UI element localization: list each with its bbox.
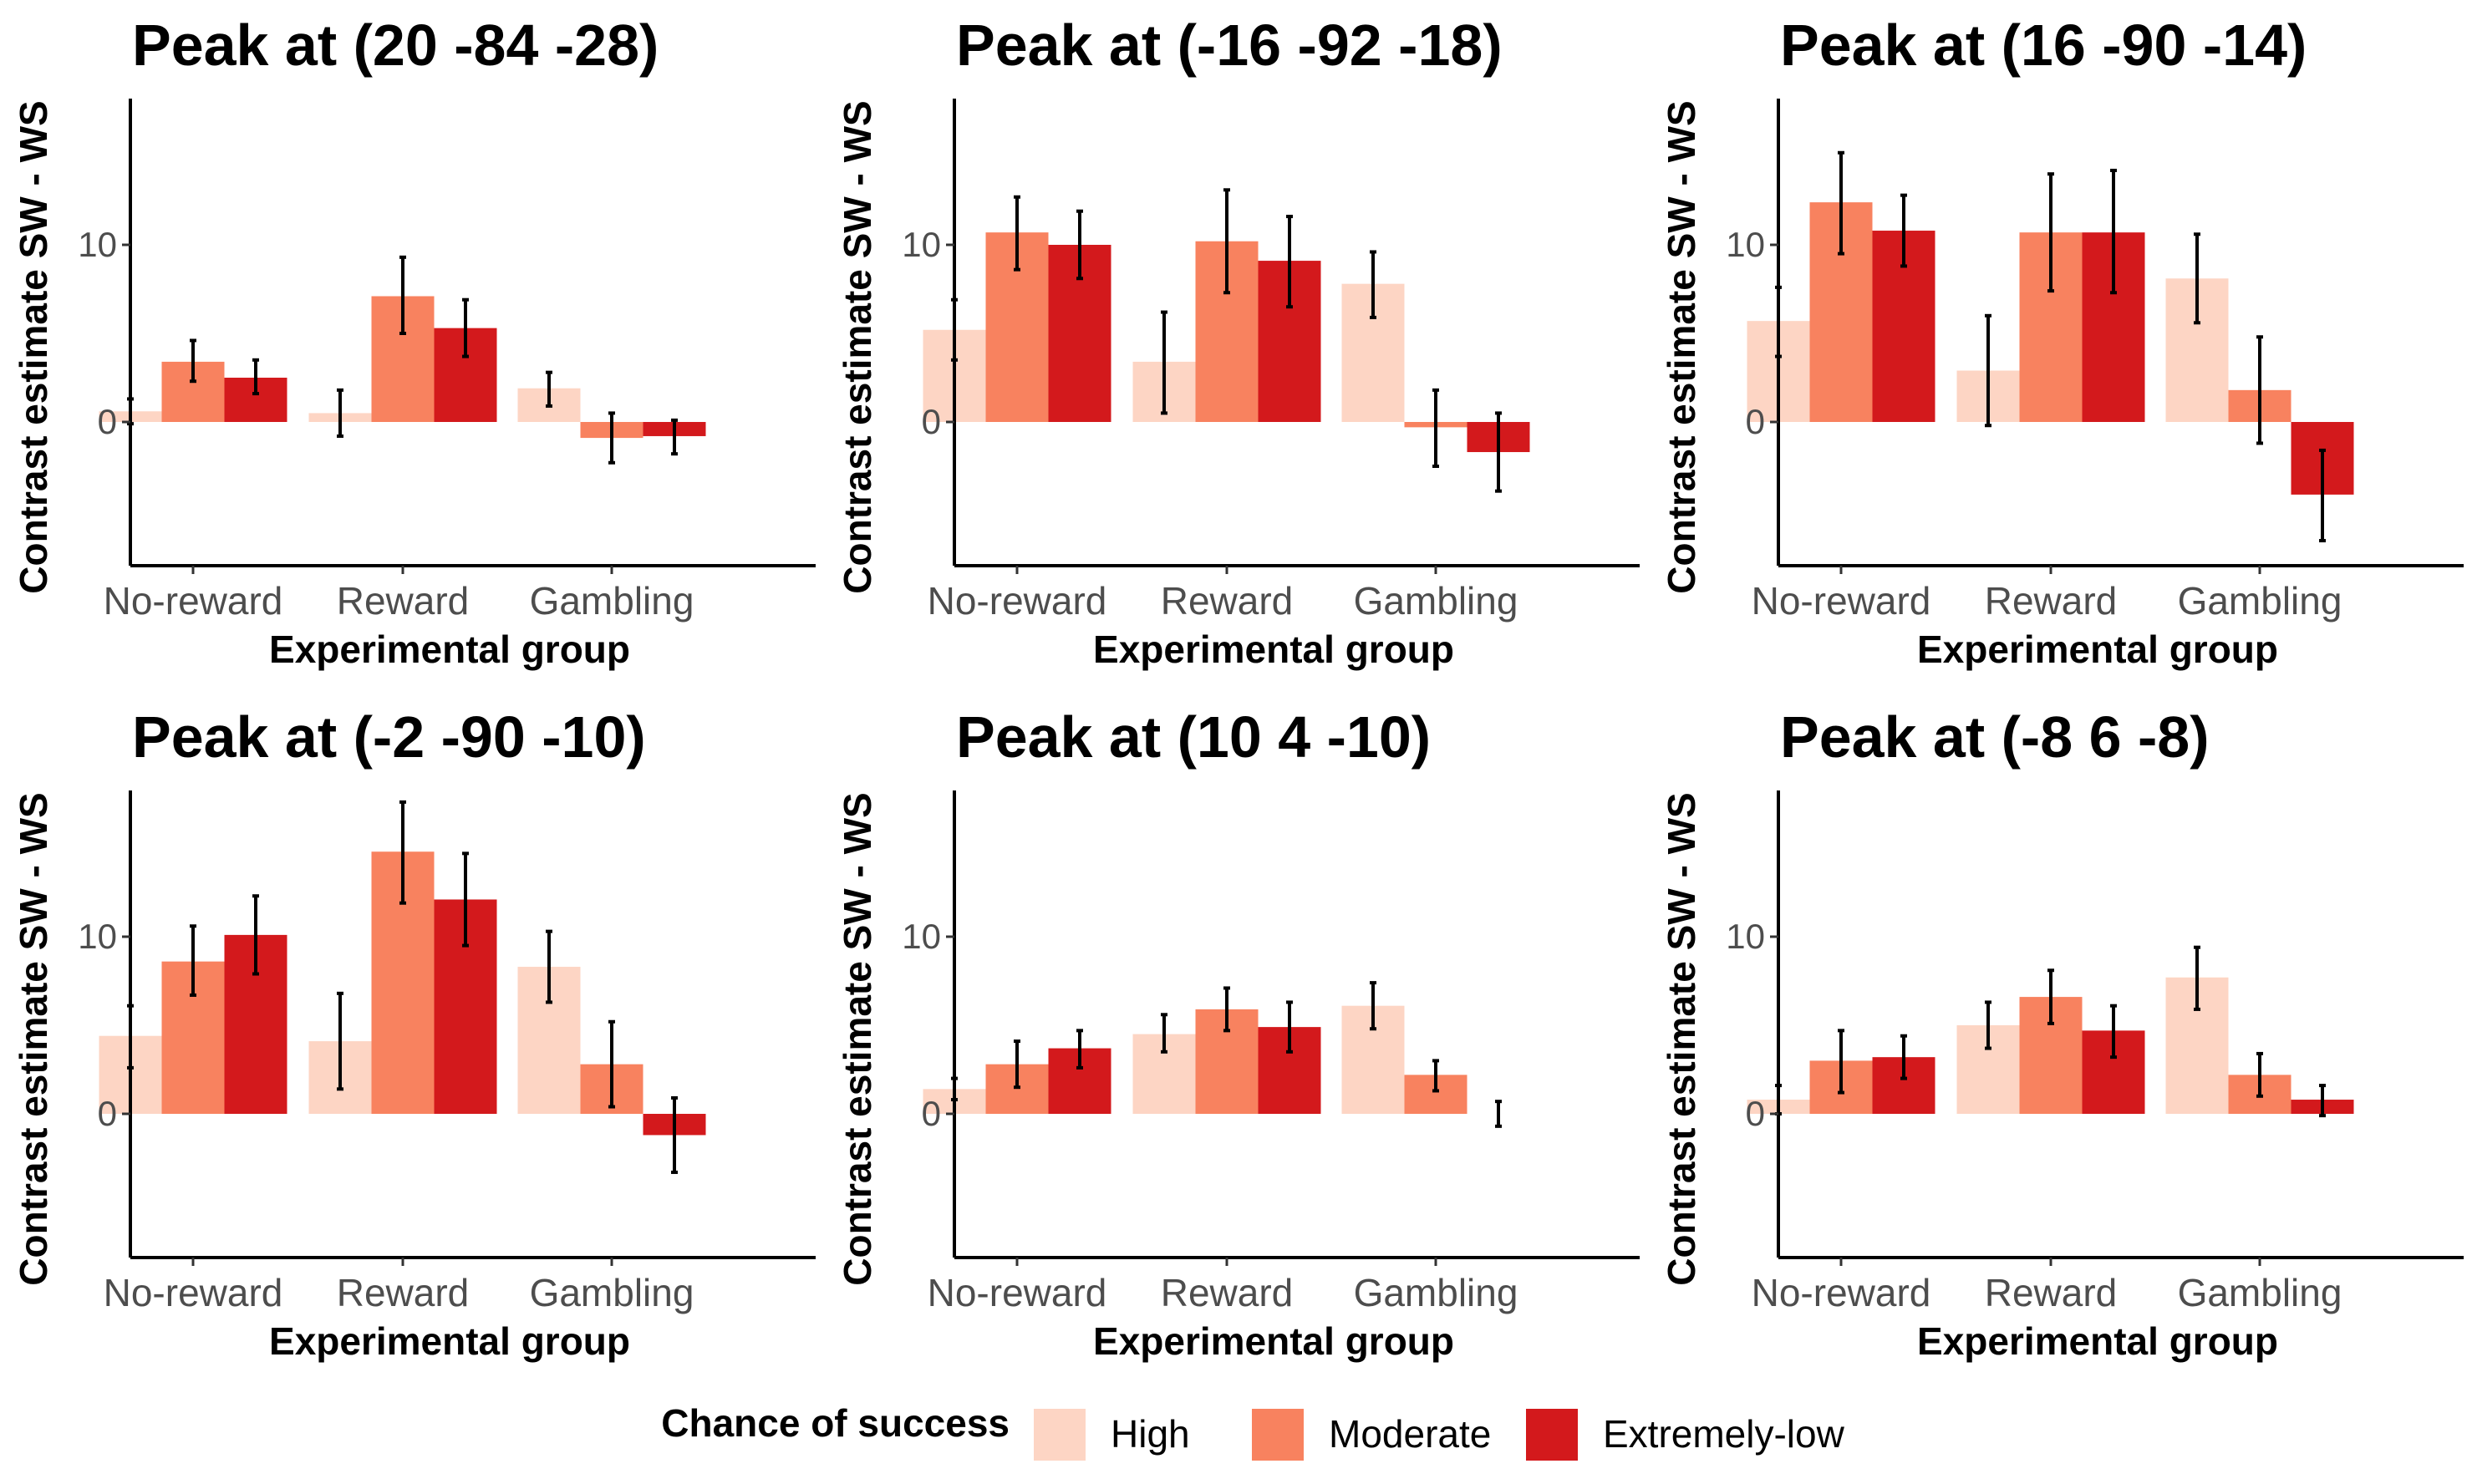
x-axis-label: Experimental group	[1917, 628, 2278, 671]
legend-key-moderate	[1252, 1409, 1304, 1461]
x-axis-label: Experimental group	[1093, 628, 1454, 671]
panel-3: Peak at (16 -90 -14) Contrast estimate SW…	[1660, 13, 2464, 671]
x-tick-label: No-reward	[928, 1271, 1107, 1314]
x-tick-label: Reward	[1985, 1271, 2118, 1314]
y-axis-label: Contrast estimate SW - WS	[1660, 100, 1703, 593]
x-tick-label: Reward	[1161, 1271, 1294, 1314]
error-bar-gambling-moderate	[1432, 390, 1439, 466]
y-tick-label: 0	[1746, 1094, 1765, 1133]
x-tick-label: Gambling	[2178, 579, 2342, 623]
panel-title: Peak at (10 4 -10)	[956, 704, 1431, 770]
panel-1: Peak at (20 -84 -28) Contrast estimate SW…	[12, 13, 816, 671]
panel-4: Peak at (-2 -90 -10) Contrast estimate SW…	[12, 704, 816, 1363]
panels-layer: Peak at (20 -84 -28) Contrast estimate SW…	[12, 13, 2464, 1363]
x-tick-label: Gambling	[1354, 579, 1518, 623]
panel-title: Peak at (16 -90 -14)	[1780, 13, 2307, 78]
panel-title: Peak at (-16 -92 -18)	[956, 13, 1503, 78]
legend-key-high	[1034, 1409, 1086, 1461]
legend-label: Moderate	[1329, 1412, 1491, 1456]
y-tick-label: 0	[98, 1094, 117, 1133]
x-tick-label: No-reward	[1752, 579, 1931, 623]
legend-label: Extremely-low	[1603, 1412, 1845, 1456]
legend: Chance of success High Moderate Extremely-…	[661, 1401, 1844, 1461]
y-tick-label: 10	[902, 225, 941, 264]
panel-title: Peak at (-2 -90 -10)	[132, 704, 646, 770]
y-axis-label: Contrast estimate SW - WS	[12, 792, 55, 1285]
x-axis-label: Experimental group	[269, 1319, 630, 1363]
y-tick-label: 10	[1726, 225, 1765, 264]
x-tick-label: Gambling	[530, 579, 694, 623]
y-tick-label: 10	[78, 225, 117, 264]
x-tick-label: No-reward	[104, 1271, 283, 1314]
y-tick-label: 0	[98, 402, 117, 441]
legend-key-extremely-low	[1526, 1409, 1578, 1461]
legend-label: High	[1111, 1412, 1190, 1456]
x-tick-label: Reward	[337, 579, 470, 623]
legend-entry-moderate: Moderate	[1252, 1409, 1491, 1461]
y-axis-label: Contrast estimate SW - WS	[836, 792, 879, 1285]
x-tick-label: No-reward	[928, 579, 1107, 623]
x-tick-label: No-reward	[104, 579, 283, 623]
x-tick-label: Gambling	[1354, 1271, 1518, 1314]
x-tick-label: No-reward	[1752, 1271, 1931, 1314]
x-tick-label: Gambling	[2178, 1271, 2342, 1314]
x-tick-label: Reward	[1161, 579, 1294, 623]
x-tick-label: Reward	[1985, 579, 2118, 623]
y-axis-label: Contrast estimate SW - WS	[1660, 792, 1703, 1285]
legend-entry-high: High	[1034, 1409, 1190, 1461]
x-axis-label: Experimental group	[269, 628, 630, 671]
legend-title: Chance of success	[661, 1401, 1010, 1445]
x-tick-label: Gambling	[530, 1271, 694, 1314]
y-tick-label: 10	[1726, 917, 1765, 956]
y-tick-label: 10	[78, 917, 117, 956]
y-tick-label: 0	[1746, 402, 1765, 441]
panel-title: Peak at (20 -84 -28)	[132, 13, 659, 78]
x-axis-label: Experimental group	[1917, 1319, 2278, 1363]
y-tick-label: 10	[902, 917, 941, 956]
panel-2: Peak at (-16 -92 -18) Contrast estimate S…	[836, 13, 1640, 671]
panel-6: Peak at (-8 6 -8) Contrast estimate SW - …	[1660, 704, 2464, 1363]
panel-5: Peak at (10 4 -10) Contrast estimate SW -…	[836, 704, 1640, 1363]
y-axis-label: Contrast estimate SW - WS	[836, 100, 879, 593]
x-axis-label: Experimental group	[1093, 1319, 1454, 1363]
x-tick-label: Reward	[337, 1271, 470, 1314]
y-tick-label: 0	[922, 1094, 941, 1133]
y-axis-label: Contrast estimate SW - WS	[12, 100, 55, 593]
y-tick-label: 0	[922, 402, 941, 441]
legend-entry-extremely-low: Extremely-low	[1526, 1409, 1845, 1461]
panel-title: Peak at (-8 6 -8)	[1780, 704, 2210, 770]
